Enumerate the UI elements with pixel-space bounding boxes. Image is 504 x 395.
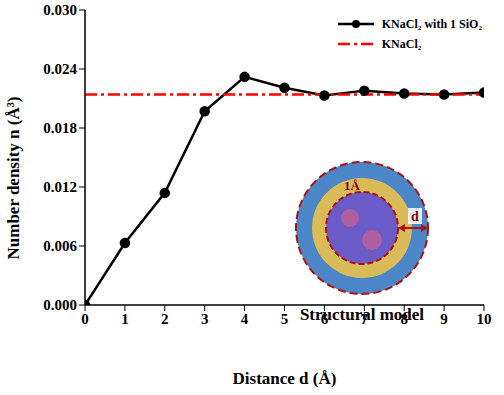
html-text:KNaCl₂: KNaCl₂ — [381, 36, 422, 51]
svg-text:3: 3 — [201, 311, 209, 327]
svg-text:Structural model: Structural model — [300, 305, 424, 324]
svg-text:0: 0 — [81, 311, 89, 327]
svg-text:4: 4 — [241, 311, 249, 327]
svg-text:0.006: 0.006 — [43, 238, 77, 254]
svg-text:0.030: 0.030 — [43, 2, 77, 18]
svg-text:0.000: 0.000 — [43, 297, 77, 313]
svg-text:9: 9 — [440, 311, 448, 327]
svg-text:0.024: 0.024 — [43, 61, 77, 77]
svg-text:5: 5 — [281, 311, 289, 327]
svg-text:d: d — [411, 209, 419, 224]
svg-text:0.018: 0.018 — [43, 120, 77, 136]
svg-text:2: 2 — [161, 311, 169, 327]
svg-text:10: 10 — [477, 311, 492, 327]
html-text:Distance d (Å): Distance d (Å) — [232, 369, 337, 388]
html-text:Number density n (Å³): Number density n (Å³) — [4, 96, 23, 259]
svg-text:1: 1 — [121, 311, 129, 327]
svg-text:0.012: 0.012 — [43, 179, 77, 195]
svg-text:1Å: 1Å — [344, 178, 361, 193]
html-text:KNaCl₂ with 1 SiO₂: KNaCl₂ with 1 SiO₂ — [381, 16, 482, 31]
